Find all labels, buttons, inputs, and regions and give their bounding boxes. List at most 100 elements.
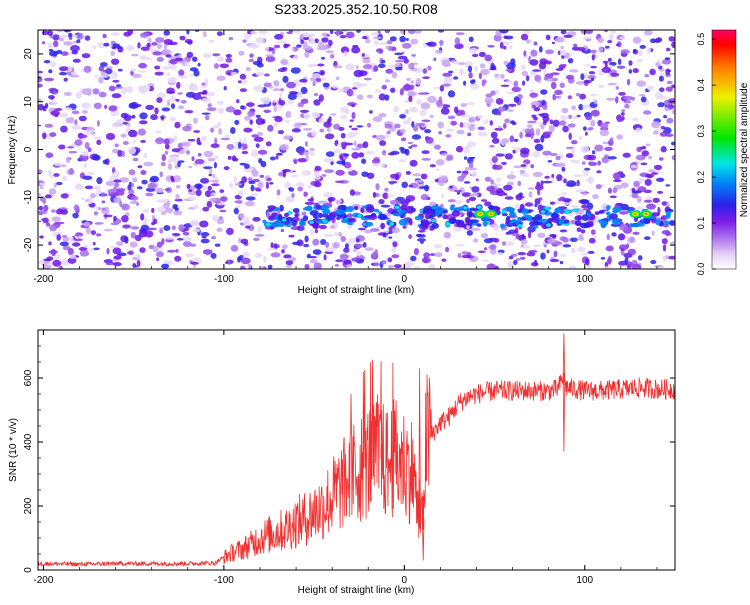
spectrogram-blob (116, 188, 126, 193)
spectrogram-blob (346, 213, 353, 218)
spectrogram-blob (402, 42, 412, 49)
band-blob (399, 205, 408, 211)
spectrogram-blob (225, 134, 230, 139)
y-tick-label: 600 (23, 369, 34, 386)
spectrogram-blob (604, 146, 613, 151)
spectrogram-blob (433, 244, 443, 249)
spectrogram-blob (236, 99, 240, 104)
y-tick-label: 10 (23, 96, 34, 108)
spectrogram-blob (83, 163, 88, 168)
spectrogram-blob (41, 41, 46, 45)
spectrogram-blob (322, 82, 330, 88)
spectrogram-blob (544, 175, 550, 179)
spectrogram-blob (311, 73, 321, 78)
spectrogram-blob (484, 201, 492, 207)
spectrogram-blob (286, 31, 293, 35)
band-blob (423, 205, 433, 212)
spectrogram-blob (422, 68, 428, 74)
spectrogram-blob (610, 30, 616, 34)
spectrogram-blob (578, 135, 583, 141)
spectrogram-blob (468, 116, 477, 123)
spectrogram-blob (524, 133, 532, 138)
spectrogram-blob (503, 45, 507, 50)
spectrogram-blob (210, 127, 215, 133)
spectrogram-blob (400, 148, 408, 154)
spectrogram-blob (453, 189, 463, 193)
spectrogram-blob (323, 121, 332, 128)
band-blob (579, 222, 589, 229)
spectrogram-blob (520, 238, 528, 245)
spectrogram-blob (391, 254, 400, 259)
spectrogram-blob (382, 149, 387, 156)
spectrogram-blob (411, 54, 417, 57)
spectrogram-blob (384, 187, 389, 192)
spectrogram-blob (134, 254, 142, 258)
spectrogram-blob (567, 58, 574, 64)
spectrogram-blob (532, 171, 543, 178)
band-highlight (431, 218, 436, 223)
spectrogram-blob (552, 119, 560, 128)
spectrogram-blob (219, 209, 227, 213)
spectrogram-blob (304, 51, 310, 58)
spectrogram-blob (555, 155, 561, 161)
spectrogram-blob (554, 200, 562, 205)
spectrogram-blob (309, 229, 314, 236)
spectrogram-blob (513, 96, 520, 103)
spectrogram-blob (382, 232, 387, 238)
spectrogram-blob (378, 93, 386, 101)
spectrogram-blob (443, 76, 454, 84)
spectrogram-blob (59, 66, 69, 72)
spectrogram-blob (456, 191, 460, 195)
spectrogram-blob (402, 120, 411, 125)
spectrogram-blob (250, 184, 255, 192)
spectrogram-blob (344, 142, 354, 146)
band-highlight (517, 224, 523, 228)
spectrogram-blob (434, 252, 443, 258)
spectrogram-blob (538, 46, 543, 53)
spectrogram-blob (132, 157, 139, 162)
spectrogram-blob (626, 261, 633, 268)
spectrogram-blob (275, 155, 279, 160)
spectrogram-blob (376, 225, 382, 229)
spectrogram-blob (466, 198, 470, 204)
spectrogram-blob (154, 71, 164, 76)
spectrogram-blob (184, 253, 195, 258)
spectrogram-blob (655, 61, 661, 67)
spectrogram-blob (99, 75, 109, 78)
spectrogram-blob (95, 233, 102, 237)
spectrogram-blob (67, 146, 75, 149)
spectrogram-blob (567, 95, 573, 100)
spectrogram-blob (395, 59, 405, 63)
spectrogram-blob (561, 192, 567, 196)
band-blob (453, 219, 462, 224)
spectrogram-blob (216, 202, 226, 206)
spectrogram-blob (415, 78, 422, 86)
spectrogram-cells (38, 30, 675, 269)
spectrogram-blob (100, 192, 106, 197)
band-blob (465, 207, 470, 212)
spectrogram-blob (65, 107, 73, 111)
spectrogram-blob (562, 64, 567, 67)
x-tick-label: -100 (214, 274, 234, 285)
spectrogram-blob (644, 236, 651, 241)
spectrogram-blob (550, 72, 560, 76)
spectrogram-blob (528, 191, 533, 198)
spectrogram-blob (111, 58, 120, 65)
spectrogram-blob (501, 138, 509, 144)
spectrogram-blob (532, 69, 542, 72)
spectrogram-blob (217, 56, 225, 62)
spectrogram-blob (260, 266, 264, 269)
spectrogram-blob (617, 233, 626, 241)
x-tick-label: -200 (33, 274, 53, 285)
spectrogram-blob (223, 86, 227, 91)
spectrogram-blob (73, 238, 83, 242)
spectrogram-blob (601, 66, 611, 73)
spectrogram-blob (616, 116, 624, 123)
spectrogram-blob (551, 173, 555, 179)
spectrogram-blob (318, 41, 325, 49)
spectrogram-blob (356, 125, 364, 128)
spectrogram-blob (251, 134, 260, 138)
spectrogram-blob (271, 100, 278, 103)
spectrogram-blob (343, 153, 350, 157)
spectrogram-blob (530, 49, 538, 57)
